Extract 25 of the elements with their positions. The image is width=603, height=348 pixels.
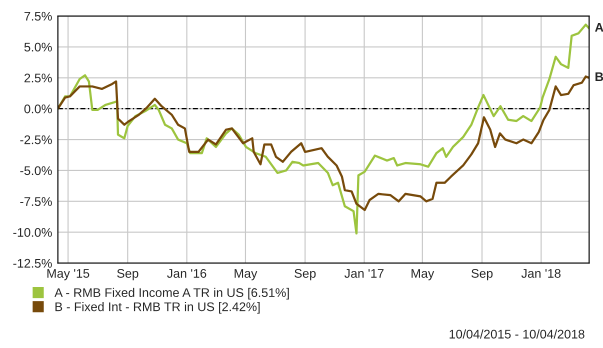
y-tick-label: -10.0% [13, 228, 52, 237]
annotation: B [596, 72, 603, 82]
text: 10/04/2015 - 10/04/2018 [450, 329, 584, 339]
x-tick-label: May '15 [47, 269, 90, 280]
y-tick-label: 0.0% [24, 104, 52, 114]
x-tick-label: May [412, 269, 434, 280]
x-tick-label: Jan '17 [344, 269, 384, 278]
x-tick-label: Jan '18 [521, 268, 561, 278]
legend-label: A - RMB Fixed Income A TR in US [6.51%] [54, 288, 289, 300]
y-tick-label: 7.5% [24, 12, 52, 21]
legend-label: B - Fixed Int - RMB TR in US [2.42%] [55, 302, 260, 314]
annotation: A [594, 22, 603, 32]
x-tick-label: Sep [471, 268, 493, 280]
y-tick-label: -5.0% [20, 166, 52, 176]
line-series [58, 75, 590, 212]
y-tick-label: 5.0% [24, 42, 52, 52]
line-series [58, 24, 590, 235]
y-tick-label: -2.5% [20, 135, 52, 144]
y-tick-label: -12.5% [13, 258, 52, 268]
x-tick-label: May [234, 269, 258, 280]
x-tick-label: Sep [117, 268, 138, 280]
y-tick-label: -7.5% [20, 197, 52, 206]
y-tick-label: 2.5% [24, 74, 52, 82]
x-tick-label: Sep [294, 268, 316, 280]
x-tick-label: Jan '16 [167, 268, 206, 278]
